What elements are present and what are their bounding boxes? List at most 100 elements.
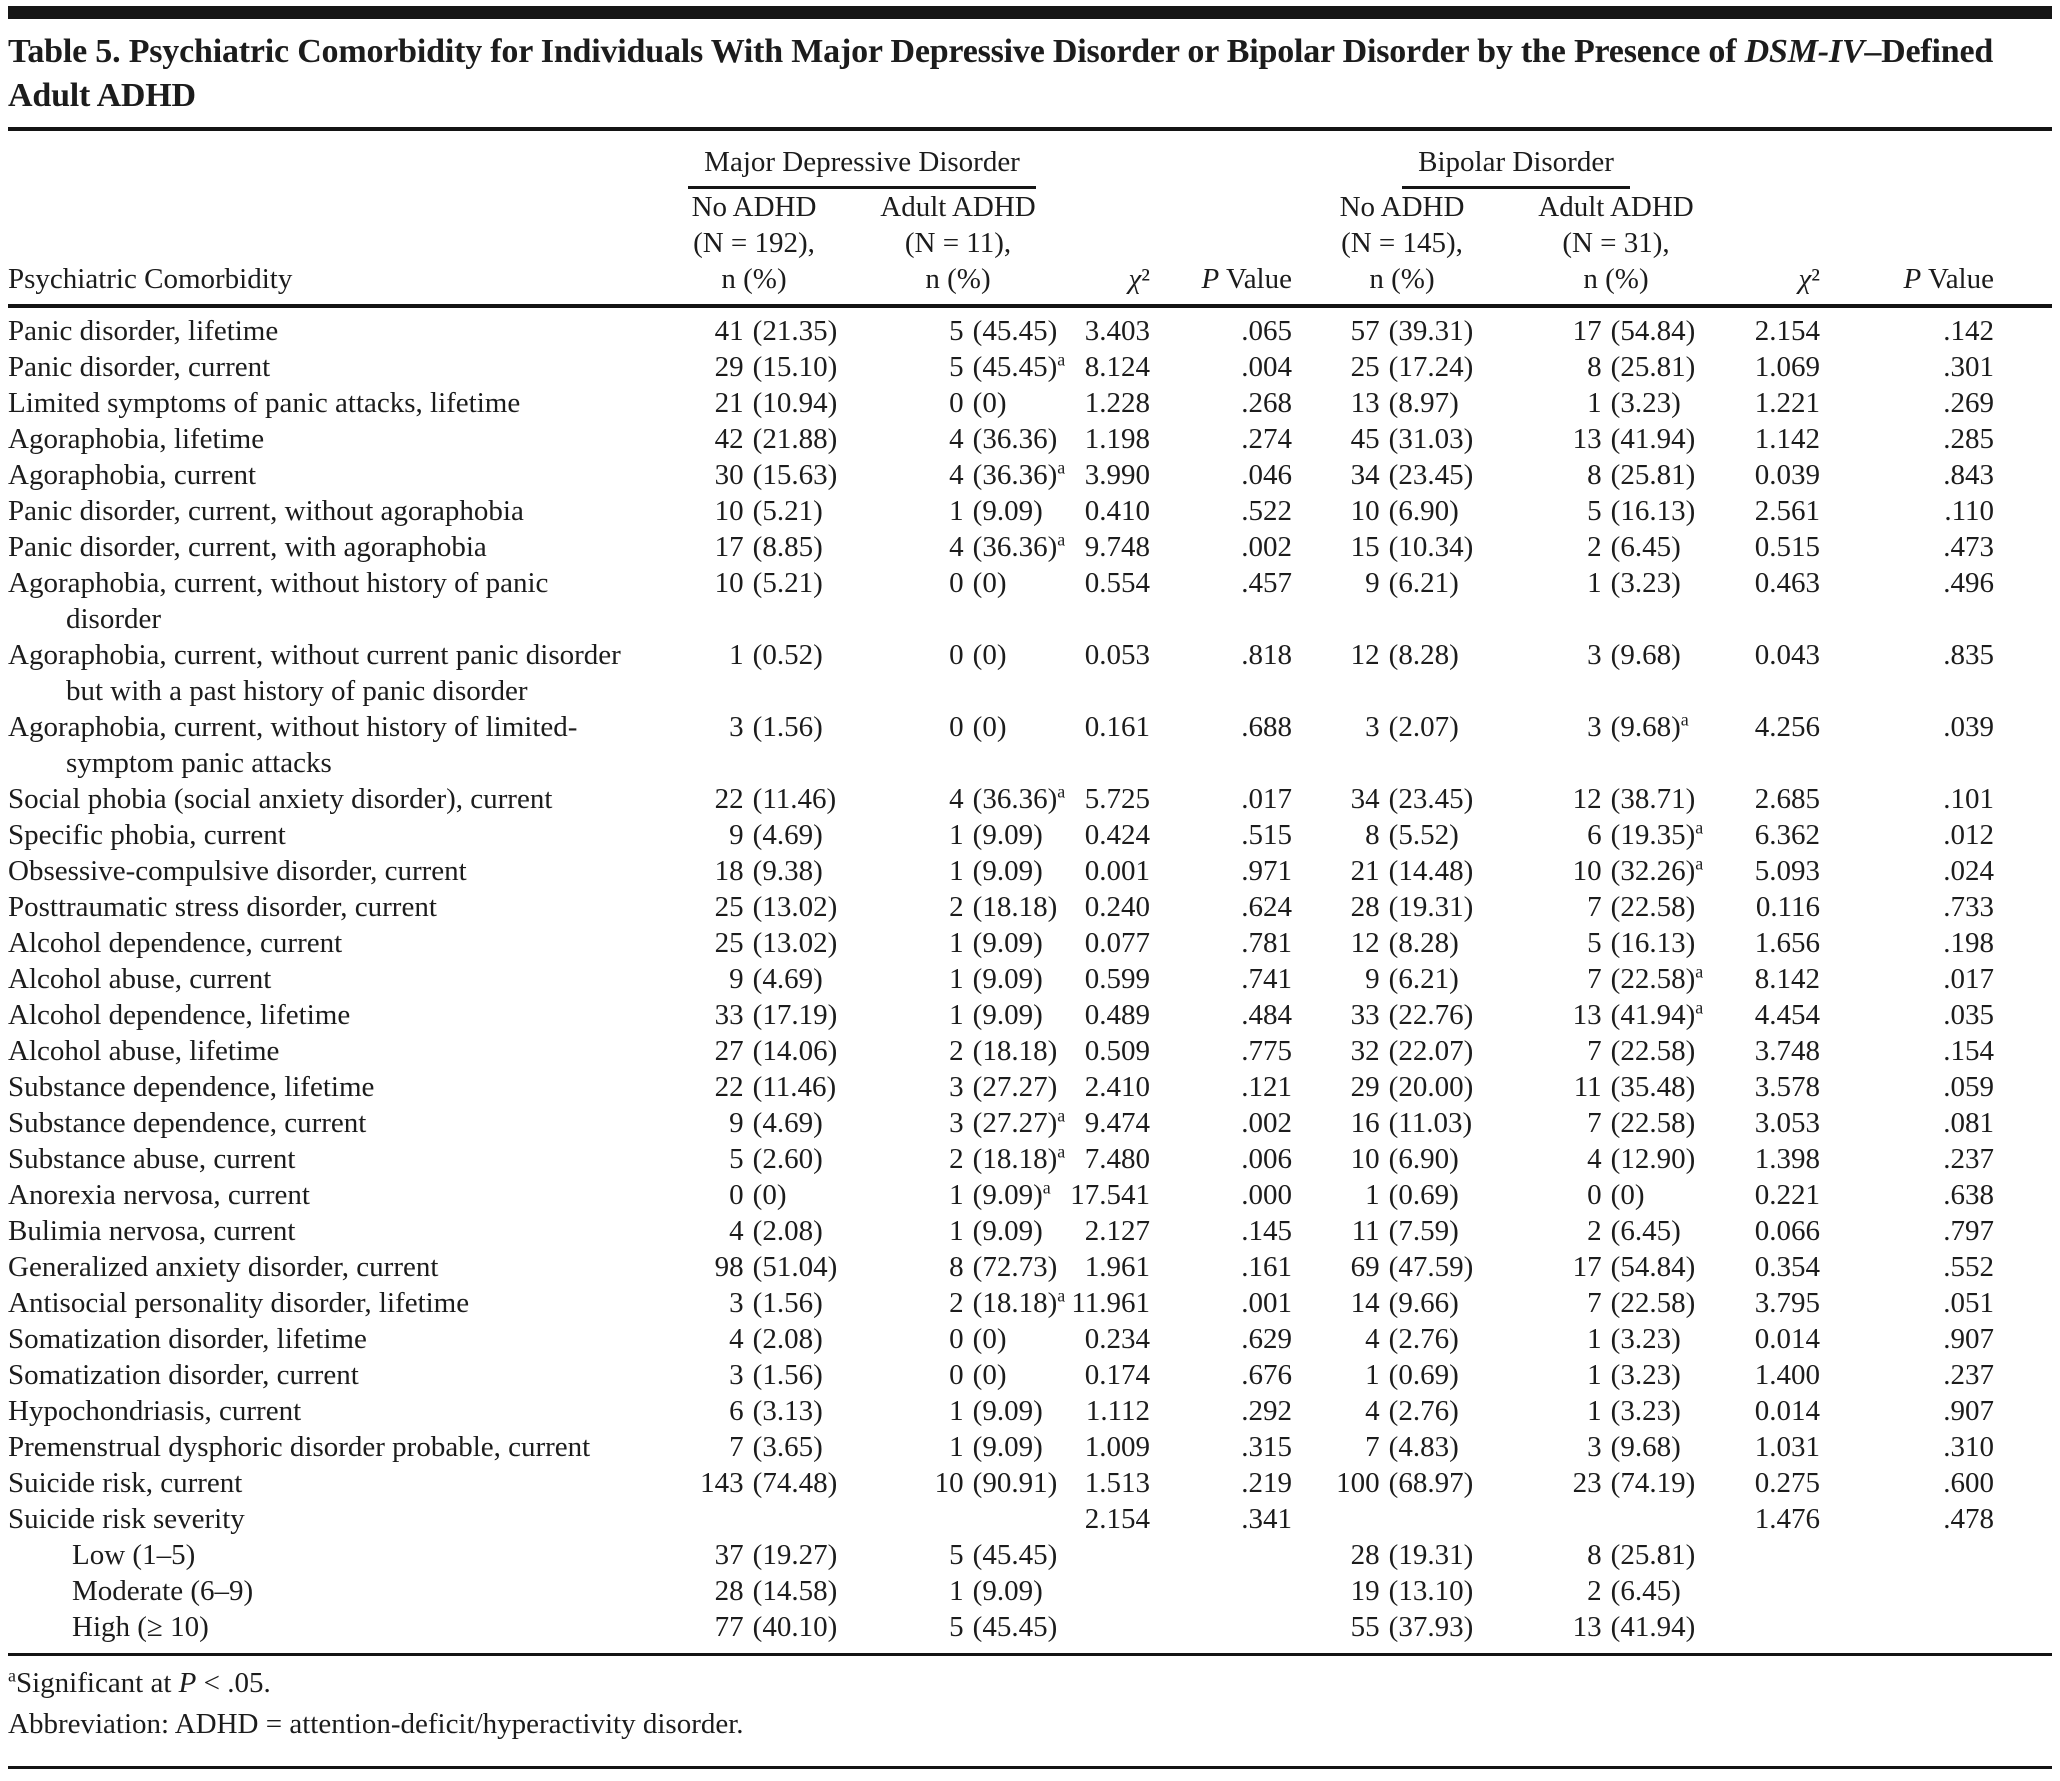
cell-bd-no-adhd: 12 (8.28) [1350,927,1459,959]
cell-bd-chi-square: 2.561 [1754,495,1820,527]
cell-mdd-p-value: .522 [1241,495,1292,527]
cell-mdd-chi-square [1066,1609,1176,1645]
cell-mdd-no-adhd: 0 (0) [729,1179,787,1211]
cell-mdd-no-adhd: 21 (10.94) [714,387,838,419]
cell-mdd-adult-adhd: 0 (0) [949,639,1007,671]
cell-mdd-no-adhd: 4 (2.08) [729,1323,823,1355]
table-row: High (≥ 10) 77 (40.10) 5 (45.45) 55 (37.93) 13(… [8,1609,2052,1645]
cell-bd-chi-square [1730,1537,1846,1573]
cell-mdd-no-adhd: 143 (74.48) [700,1467,838,1499]
row-label: Agoraphobia, current [8,459,257,491]
cell-bd-p-value: .835 [1943,639,1994,671]
cell-bd-adult-adhd: 2 (6.45) [1587,1215,1681,1247]
cell-bd-no-adhd: 32 (22.07) [1350,1035,1474,1067]
row-label: Panic disorder, current, with agoraphobi… [8,531,487,563]
cell-bd-adult-adhd: 7 (22.58) [1587,1287,1696,1319]
cell-bd-chi-square: 2.154 [1754,315,1820,347]
cell-bd-no-adhd: 33 (22.76) [1350,999,1474,1031]
cell-mdd-chi-square: 0.001 [1084,855,1150,887]
cell-bd-chi-square: 1.069 [1754,351,1820,383]
cell-mdd-p-value: .017 [1241,783,1292,815]
cell-mdd-adult-adhd: 1 (9.09)a [949,1177,1051,1211]
cell-mdd-adult-adhd: 1 (9.09) [949,855,1043,887]
cell-mdd-adult-adhd: 0 (0) [949,567,1007,599]
table-row: Posttraumatic stress disorder, current 25… [8,889,2052,925]
group-header-spacer [8,133,658,189]
table-row: Alcohol abuse, current 9 (4.69) 1 (9.09) 0.59… [8,961,2052,997]
cell-bd-adult-adhd: 4 (12.90) [1587,1143,1696,1175]
cell-bd-chi-square: 6.362 [1754,819,1820,851]
row-label: High (≥ 10) [72,1611,209,1643]
cell-mdd-no-adhd: 5 (2.60) [729,1143,823,1175]
cell-bd-chi-square: 1.476 [1754,1503,1820,1535]
cell-bd-adult-adhd: 0 (0) [1587,1179,1645,1211]
group-header-mdd: Major Depressive Disorder [658,133,1066,189]
table-row: Generalized anxiety disorder, current 98(… [8,1249,2052,1285]
cell-bd-chi-square: 8.142 [1754,963,1820,995]
cell-mdd-adult-adhd: 4 (36.36) [949,423,1058,455]
cell-mdd-chi-square: 0.077 [1084,927,1150,959]
cell-mdd-adult-adhd: 4 (36.36)a [949,457,1066,491]
cell-mdd-p-value: .315 [1241,1431,1292,1463]
cell-mdd-adult-adhd: 1 (9.09) [949,1431,1043,1463]
cell-bd-chi-square: 3.795 [1754,1287,1820,1319]
cell-mdd-adult-adhd: 2 (18.18)a [949,1141,1066,1175]
cell-mdd-no-adhd: 37 (19.27) [714,1539,838,1571]
cell-bd-adult-adhd: 7 (22.58) [1587,1035,1696,1067]
cell-mdd-chi-square: 0.240 [1084,891,1150,923]
row-label: Agoraphobia, lifetime [8,423,265,455]
table-row: Low (1–5) 37 (19.27) 5 (45.45) 28 (19.31) 8 (25.… [8,1537,2052,1573]
cell-bd-no-adhd: 14 (9.66) [1350,1287,1459,1319]
cell-bd-no-adhd: 16 (11.03) [1350,1107,1473,1139]
group-header-bipolar: Bipolar Disorder [1302,133,1730,189]
cell-mdd-no-adhd: 27 (14.06) [714,1035,838,1067]
cell-mdd-p-value: .515 [1241,819,1292,851]
table-row: Panic disorder, current, with agoraphobi… [8,529,2052,565]
group-header-spacer [1066,133,1302,189]
cell-mdd-adult-adhd: 0 (0) [949,1323,1007,1355]
cell-bd-p-value: .110 [1944,495,1994,527]
cell-bd-no-adhd: 4 (2.76) [1365,1395,1459,1427]
group-header-bipolar-label: Bipolar Disorder [1402,144,1630,189]
cell-bd-p-value: .035 [1943,999,1994,1031]
row-label: Somatization disorder, current [8,1359,359,1391]
cell-bd-p-value: .473 [1943,531,1994,563]
cell-bd-adult-adhd: 6 (19.35)a [1587,817,1704,851]
cell-bd-chi-square: 0.354 [1754,1251,1820,1283]
cell-mdd-p-value: .484 [1241,999,1292,1031]
cell-mdd-no-adhd: 7 (3.65) [729,1431,823,1463]
table-row: Hypochondriasis, current 6 (3.13) 1 (9.09) 1.… [8,1393,2052,1429]
footnote-abbreviation: Abbreviation: ADHD = attention-deficit/h… [8,1708,744,1740]
row-label: Agoraphobia, current, without current pa… [8,639,621,707]
cell-bd-chi-square: 3.053 [1754,1107,1820,1139]
cell-bd-chi-square: 2.685 [1754,783,1820,815]
table-row: Moderate (6–9) 28 (14.58) 1 (9.09) 19 (13.10) 2… [8,1573,2052,1609]
cell-bd-p-value: .478 [1943,1503,1994,1535]
row-label: Hypochondriasis, current [8,1395,302,1427]
cell-bd-chi-square: 4.454 [1754,999,1820,1031]
cell-mdd-p-value: .741 [1241,963,1292,995]
table-row: Agoraphobia, current 30 (15.63) 4 (36.36)a 3.… [8,457,2052,493]
cell-bd-p-value: .237 [1943,1143,1994,1175]
cell-mdd-p-value: .065 [1241,315,1292,347]
cell-mdd-no-adhd: 25 (13.02) [714,927,838,959]
cell-mdd-p-value: .161 [1241,1251,1292,1283]
cell-mdd-chi-square: 0.599 [1084,963,1150,995]
cell-mdd-chi-square: 9.474 [1084,1107,1150,1139]
cell-bd-p-value: .907 [1943,1323,1994,1355]
cell-mdd-chi-square: 0.053 [1084,639,1150,671]
row-label: Substance abuse, current [8,1143,296,1175]
comorbidity-table: Major Depressive Disorder Bipolar Disord… [8,133,2052,1645]
cell-mdd-p-value: .971 [1241,855,1292,887]
cell-bd-no-adhd: 1 (0.69) [1365,1179,1459,1211]
cell-mdd-no-adhd: 29 (15.10) [714,351,838,383]
cell-bd-adult-adhd: 3 (9.68) [1587,1431,1681,1463]
cell-bd-no-adhd [1302,1501,1502,1537]
cell-mdd-no-adhd: 6 (3.13) [729,1395,823,1427]
cell-bd-no-adhd: 69 (47.59) [1350,1251,1474,1283]
cell-mdd-no-adhd: 17 (8.85) [714,531,823,563]
cell-mdd-p-value: .629 [1241,1323,1292,1355]
cell-mdd-chi-square: 9.748 [1084,531,1150,563]
row-label: Anorexia nervosa, current [8,1179,310,1211]
cell-mdd-p-value: .000 [1241,1179,1292,1211]
